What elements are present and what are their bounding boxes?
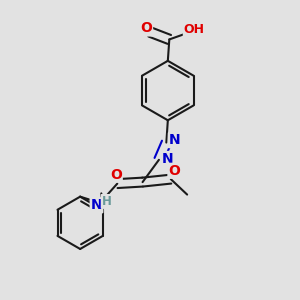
Text: O: O [110, 168, 122, 182]
Text: H: H [102, 195, 112, 208]
Text: O: O [140, 21, 152, 35]
Text: N: N [91, 198, 102, 212]
Text: N: N [169, 133, 181, 147]
Text: O: O [168, 164, 180, 178]
Text: OH: OH [184, 23, 205, 36]
Text: N: N [161, 152, 173, 166]
